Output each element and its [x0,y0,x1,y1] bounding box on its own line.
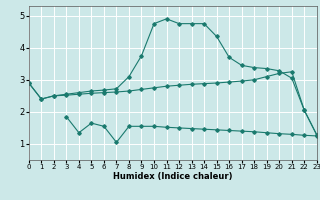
X-axis label: Humidex (Indice chaleur): Humidex (Indice chaleur) [113,172,233,181]
